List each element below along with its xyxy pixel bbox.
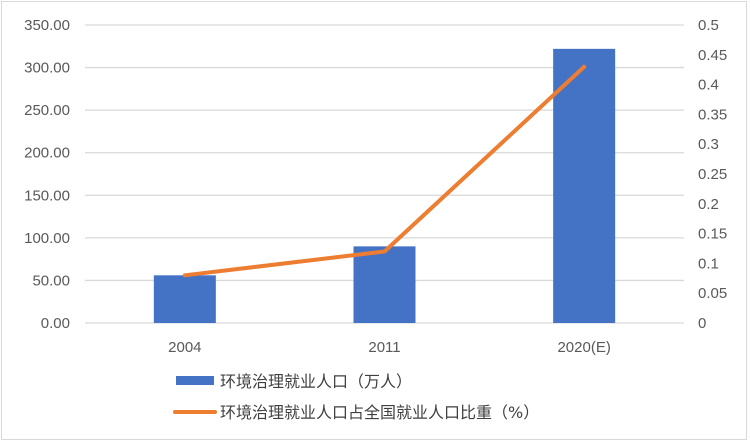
y-left-tick-label: 150.00	[24, 187, 70, 204]
legend: 环境治理就业人口（万人） 环境治理就业人口占全国就业人口比重（%）	[173, 372, 539, 422]
y-left-tick-label: 200.00	[24, 145, 70, 162]
x-tick-label: 2020(E)	[557, 339, 610, 356]
y-right-tick-label: 0.35	[698, 106, 727, 123]
y-left-tick-label: 300.00	[24, 60, 70, 77]
y-left-tick-label: 50.00	[32, 272, 70, 289]
legend-swatch-bar	[176, 376, 214, 385]
x-tick-label: 2011	[368, 339, 400, 356]
bar	[153, 275, 216, 323]
y-right-tick-label: 0.4	[698, 77, 719, 94]
bar	[553, 48, 616, 324]
bar	[353, 246, 416, 323]
y-right-tick-label: 0.2	[698, 196, 719, 213]
legend-label-bar: 环境治理就业人口（万人）	[220, 372, 412, 391]
legend-label-line: 环境治理就业人口占全国就业人口比重（%）	[220, 403, 539, 422]
y-right-tick-label: 0.3	[698, 136, 719, 153]
y-left-tick-label: 350.00	[24, 17, 70, 34]
y-right-tick-label: 0.05	[698, 285, 727, 302]
y-left-tick-label: 0.00	[41, 315, 70, 332]
line-series	[182, 64, 587, 278]
y-left-tick-label: 250.00	[24, 102, 70, 119]
y-right-tick-label: 0.25	[698, 166, 727, 183]
y-left-tick-label: 100.00	[24, 230, 70, 247]
y-right-tick-label: 0	[698, 315, 706, 332]
y-right-tick-label: 0.45	[698, 47, 727, 64]
y-right-tick-label: 0.15	[698, 226, 727, 243]
y-right-tick-label: 0.1	[698, 255, 719, 272]
x-tick-label: 2004	[168, 339, 201, 356]
y-right-tick-label: 0.5	[698, 17, 719, 34]
